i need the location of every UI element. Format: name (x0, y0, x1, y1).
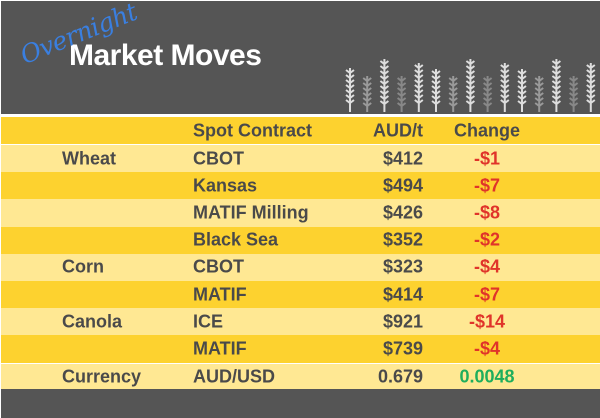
header-banner: Market Moves Overnight (1, 0, 600, 114)
wheat-stalk-icon (345, 68, 355, 112)
price-value: $323 (382, 256, 423, 277)
currency-row: Currency AUD/USD 0.679 0.0048 (1, 364, 600, 389)
table-row: Corn CBOT $323 -$4 (1, 253, 600, 281)
contract-label: ICE (193, 311, 224, 332)
price-value: $921 (382, 311, 423, 332)
price-value: $739 (382, 338, 423, 359)
wheat-stalk-icon (586, 63, 596, 112)
contract-label: MATIF (193, 338, 247, 359)
change-value: -$4 (473, 338, 501, 359)
table-row: Canola ICE $921 -$14 (1, 308, 600, 336)
contract-label: CBOT (193, 148, 244, 169)
change-value: -$2 (473, 229, 501, 250)
wheat-stalk-icon (569, 76, 579, 112)
wheat-stalk-icon (448, 76, 458, 112)
footer-bar (1, 389, 600, 418)
commodity-label: Canola (62, 311, 123, 332)
change-value: -$8 (473, 202, 501, 223)
change-value: -$7 (473, 284, 501, 305)
change-value: 0.0048 (459, 366, 515, 386)
price-value: $494 (382, 175, 423, 196)
table-row: Black Sea $352 -$2 (1, 226, 600, 254)
page-title: Market Moves (69, 39, 262, 72)
wheat-stalk-icon (465, 59, 475, 112)
wheat-stalk-icon (414, 63, 424, 112)
column-header-contract: Spot Contract (193, 120, 312, 140)
price-value: 0.679 (377, 366, 423, 386)
commodity-label: Currency (62, 366, 142, 386)
table-row: Wheat CBOT $412 -$1 (1, 145, 600, 173)
wheat-stalk-icon (483, 76, 493, 112)
table-row: MATIF Milling $426 -$8 (1, 199, 600, 227)
contract-label: AUD/USD (193, 366, 276, 386)
wheat-stalk-icon (500, 63, 510, 112)
contract-label: MATIF (193, 284, 247, 305)
wheat-stalk-icon (551, 59, 561, 112)
commodity-label: Wheat (62, 148, 116, 169)
change-value: -$1 (473, 148, 501, 169)
wheat-decoration (345, 59, 596, 112)
wheat-stalk-icon (397, 76, 407, 112)
table-row: Kansas $494 -$7 (1, 172, 600, 200)
table-row: MATIF $739 -$4 (1, 335, 600, 363)
commodity-label: Corn (62, 256, 104, 277)
wheat-stalk-icon (534, 76, 544, 112)
wheat-stalk-icon (379, 59, 389, 112)
price-value: $414 (382, 284, 423, 305)
table-row: MATIF $414 -$7 (1, 281, 600, 309)
change-value: -$14 (468, 311, 506, 332)
column-header-price: AUD/t (373, 120, 423, 140)
contract-label: CBOT (193, 256, 244, 277)
contract-label: MATIF Milling (193, 202, 309, 223)
contract-label: Black Sea (193, 229, 279, 250)
change-value: -$7 (473, 175, 501, 196)
table-header: Spot Contract AUD/t Change (1, 117, 600, 144)
price-value: $412 (382, 148, 423, 169)
wheat-stalk-icon (431, 69, 441, 112)
wheat-stalk-icon (517, 69, 527, 112)
price-value: $352 (382, 229, 423, 250)
change-value: -$4 (473, 256, 501, 277)
contract-label: Kansas (193, 175, 258, 196)
price-value: $426 (382, 202, 423, 223)
column-header-change: Change (453, 120, 521, 140)
wheat-stalk-icon (362, 76, 372, 112)
